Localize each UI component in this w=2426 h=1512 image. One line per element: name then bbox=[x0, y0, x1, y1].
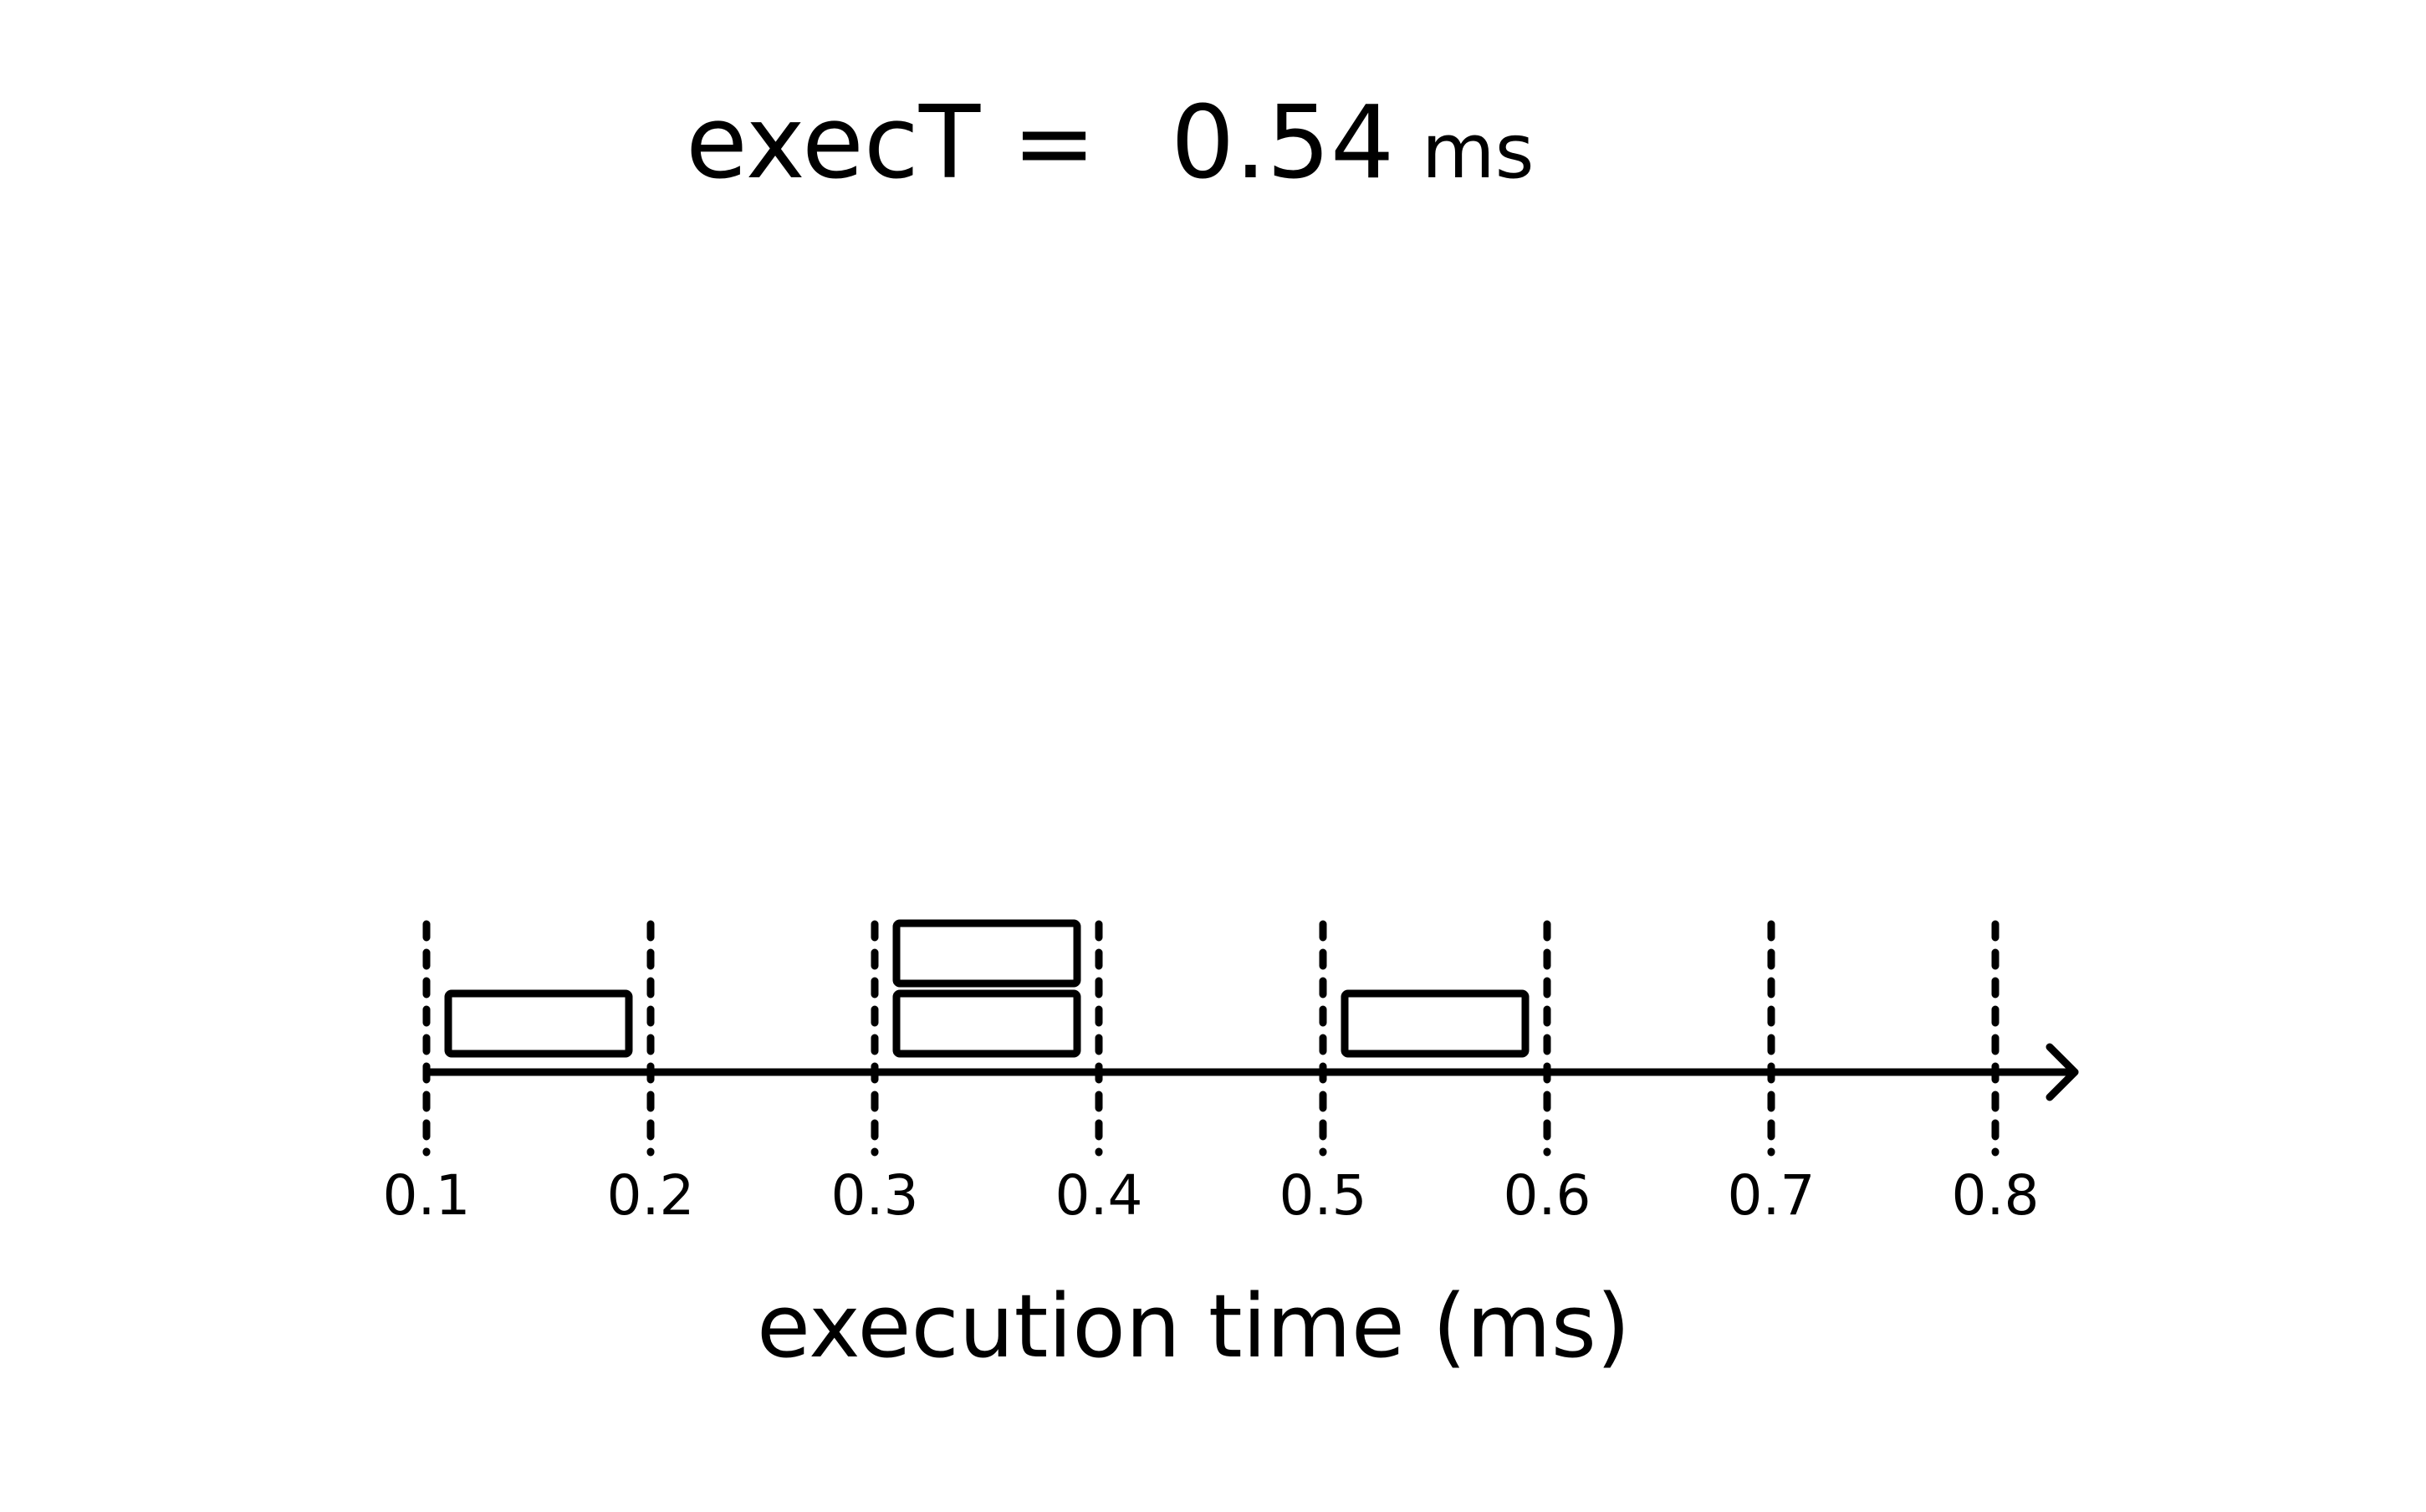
headline-label: execT = bbox=[686, 85, 1096, 202]
task-block bbox=[444, 989, 633, 1058]
task-block bbox=[892, 989, 1081, 1058]
tick-label-0.2: 0.2 bbox=[607, 1163, 695, 1228]
axis-title: execution time (ms) bbox=[757, 1275, 1631, 1377]
tick-label-0.1: 0.1 bbox=[383, 1163, 471, 1228]
task-block bbox=[892, 919, 1081, 988]
headline-value: 0.54 bbox=[1171, 85, 1394, 202]
tick-label-0.6: 0.6 bbox=[1504, 1163, 1591, 1228]
tick-labels: 0.1 0.2 0.3 0.4 0.5 0.6 0.7 0.8 bbox=[383, 1163, 2040, 1228]
tick-label-0.8: 0.8 bbox=[1952, 1163, 2040, 1228]
timeline: 0.1 0.2 0.3 0.4 0.5 0.6 0.7 0.8 bbox=[383, 919, 2079, 1228]
tick-label-0.7: 0.7 bbox=[1728, 1163, 1816, 1228]
headline: execT = 0.54 ms bbox=[686, 85, 1535, 202]
axis-arrowhead bbox=[2046, 1043, 2079, 1101]
time-axis bbox=[422, 1043, 2079, 1101]
task-block bbox=[1341, 989, 1530, 1058]
tick-label-0.4: 0.4 bbox=[1055, 1163, 1143, 1228]
headline-unit: ms bbox=[1422, 108, 1535, 196]
tick-label-0.3: 0.3 bbox=[831, 1163, 919, 1228]
dotted-guides bbox=[422, 920, 2000, 1157]
task-blocks bbox=[444, 919, 1530, 1058]
tick-label-0.5: 0.5 bbox=[1279, 1163, 1367, 1228]
